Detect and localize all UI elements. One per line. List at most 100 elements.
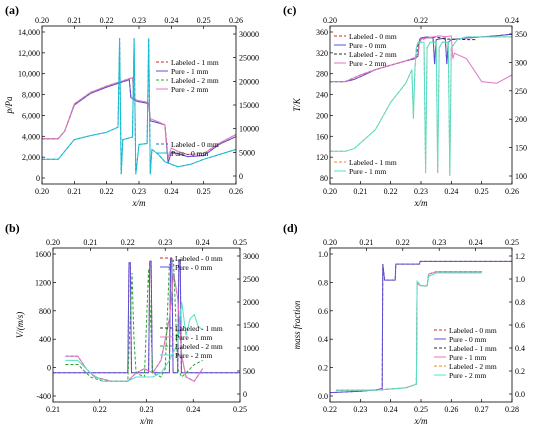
series-line-a-5 xyxy=(42,38,236,175)
x-tick-label: 0.22 xyxy=(384,187,398,196)
y-right-tick-label: 2500 xyxy=(243,275,259,284)
b-series-group xyxy=(53,257,240,382)
legend-label: Pure - 2 mm xyxy=(449,371,486,380)
legend-label: Labeled - 1 mm xyxy=(175,324,223,333)
y-right-tick-label: 3000 xyxy=(243,252,259,261)
y-left-tick-label: 2,000 xyxy=(22,153,40,162)
x-tick-label: 0.21 xyxy=(353,187,367,196)
y-left-tick-label: 80 xyxy=(320,174,328,183)
y-right-tick-label: 0.6 xyxy=(515,321,525,330)
x-tick-label: 0.22 xyxy=(100,187,114,196)
legend-label: Pure - 0 mm xyxy=(175,263,212,272)
x-tick-label: 0.20 xyxy=(323,187,337,196)
legend-label: Labeled - 0 mm xyxy=(171,140,219,149)
series-line-c-5 xyxy=(330,36,512,176)
series-line-c-2 xyxy=(330,36,476,83)
y-right-tick-label: 0 xyxy=(243,390,247,399)
y-left-tick-label: 120 xyxy=(316,153,328,162)
y-left-tick-label: 800 xyxy=(39,307,51,316)
series-line-d-5 xyxy=(336,272,482,391)
y-right-tick-label: 500 xyxy=(243,367,255,376)
y-left-tick-label: 240 xyxy=(316,91,328,100)
panel-a: (a) 0.20 0.21 0.22 0.23 0.24 0.25 0.26 0.20 0.21… xyxy=(4,3,259,208)
y-right-tick-label: 150 xyxy=(515,144,527,153)
y-left-tick-label: 0.2 xyxy=(318,364,328,373)
y-left-tick-label: 0.0 xyxy=(318,392,328,401)
panel-b-label: (b) xyxy=(5,221,20,235)
legend-label: Pure - 2 mm xyxy=(175,351,212,360)
x-tick-label: 0.25 xyxy=(414,405,428,414)
series-line-b-4 xyxy=(65,259,203,382)
x-tick-label: 0.27 xyxy=(475,405,489,414)
legend-label: Labeled - 2 mm xyxy=(171,76,219,85)
top-tick-label: 0.22 xyxy=(121,238,135,247)
top-tick-label: 0.21 xyxy=(359,238,373,247)
y-left-tick-label: 6,000 xyxy=(22,111,40,120)
y-right-tick-label: 1000 xyxy=(243,344,259,353)
legend-label: Pure - 0 mm xyxy=(171,149,208,158)
y-left-tick-label: 1600 xyxy=(35,250,51,259)
x-tick-label: 0.24 xyxy=(444,187,458,196)
top-tick-label: 0.22 xyxy=(396,238,410,247)
panel-d-label: (d) xyxy=(283,221,298,235)
top-tick-label: 0.25 xyxy=(233,238,247,247)
y-right-tick-label: 200 xyxy=(515,115,527,124)
y-axis-label: T/K xyxy=(292,97,302,112)
y-left-tick-label: 10,000 xyxy=(18,70,40,79)
y-left-tick-label: 1200 xyxy=(35,278,51,287)
x-tick-label: 0.23 xyxy=(140,405,154,414)
x-tick-label: 0.28 xyxy=(505,405,519,414)
legend-label: Pure - 1 mm xyxy=(175,333,212,342)
y-right-tick-label: 10000 xyxy=(239,125,259,134)
x-tick-label: 0.21 xyxy=(46,405,60,414)
x-tick-label: 0.24 xyxy=(186,405,200,414)
series-line-b-5 xyxy=(65,302,203,382)
top-tick-label: 0.20 xyxy=(46,238,60,247)
legend-label: Labeled - 2 mm xyxy=(175,342,223,351)
legend-label: Pure - 1 mm xyxy=(349,167,386,176)
c-series-group xyxy=(330,33,512,176)
y-right-tick-label: 25000 xyxy=(239,54,259,63)
top-tick-label: 0.23 xyxy=(158,238,172,247)
x-tick-label: 0.25 xyxy=(233,405,247,414)
top-tick-label: 0.24 xyxy=(505,16,519,25)
y-right-tick-label: 0.0 xyxy=(515,390,525,399)
legend-label: Labeled - 1 mm xyxy=(349,158,397,167)
series-line-a-1 xyxy=(42,79,236,164)
y-right-tick-label: 1.2 xyxy=(515,252,525,261)
legend-label: Pure - 2 mm xyxy=(349,59,386,68)
panel-d: (d) 0.22 0.23 0.24 0.25 0.26 0.27 0.280.20 0.21… xyxy=(283,221,525,426)
y-axis-label: p/Pa xyxy=(4,96,14,114)
y-left-tick-label: 1.0 xyxy=(318,250,328,259)
x-tick-label: 0.23 xyxy=(414,187,428,196)
top-tick-label: 0.23 xyxy=(132,16,146,25)
y-right-tick-label: 0 xyxy=(239,172,243,181)
top-tick-label: 0.20 xyxy=(35,16,49,25)
top-tick-label: 0.24 xyxy=(196,238,210,247)
x-axis-label: x/m xyxy=(414,198,428,208)
top-tick-label: 0.21 xyxy=(83,238,97,247)
legend-label: Labeled - 1 mm xyxy=(171,58,219,67)
legend-label: Pure - 2 mm xyxy=(171,85,208,94)
legend-label: Labeled - 0 mm xyxy=(449,326,497,335)
panel-b: (b) 0.21 0.22 0.23 0.24 0.25 0.20 0.21 0.22 0.23… xyxy=(5,221,259,426)
series-line-a-3 xyxy=(42,76,236,158)
y-left-tick-label: 400 xyxy=(39,335,51,344)
y-left-tick-label: 280 xyxy=(316,70,328,79)
y-right-tick-label: 1.0 xyxy=(515,275,525,284)
x-tick-label: 0.26 xyxy=(444,405,458,414)
legend-label: Pure - 1 mm xyxy=(449,353,486,362)
y-right-tick-label: 1500 xyxy=(243,321,259,330)
y-left-tick-label: 0 xyxy=(47,364,51,373)
x-tick-label: 0.22 xyxy=(93,405,107,414)
x-tick-label: 0.26 xyxy=(505,187,519,196)
series-line-c-3 xyxy=(330,35,512,84)
x-axis-label: x/m xyxy=(132,198,146,208)
y-right-tick-label: 0.8 xyxy=(515,298,525,307)
legend-label: Pure - 1 mm xyxy=(171,67,208,76)
panel-c-label: (c) xyxy=(283,3,296,17)
top-tick-label: 0.20 xyxy=(323,238,337,247)
y-axis-label: mass fraction xyxy=(292,300,302,349)
legend-label: Labeled - 0 mm xyxy=(175,254,223,263)
